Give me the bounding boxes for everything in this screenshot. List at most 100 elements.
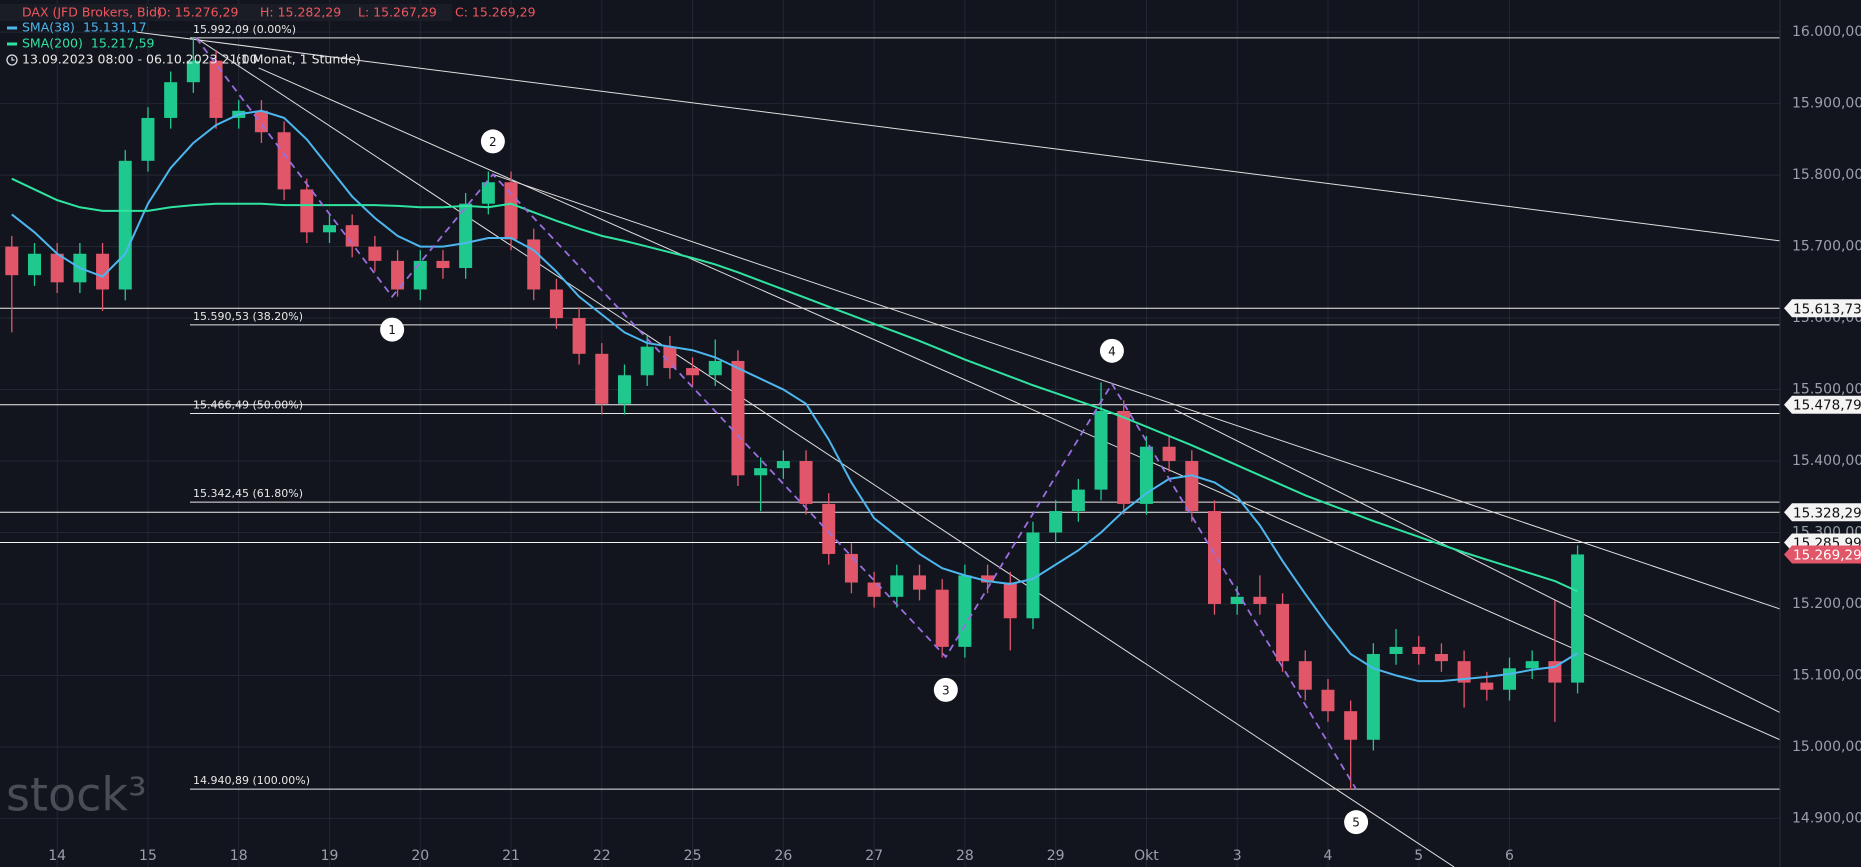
header-bg bbox=[0, 4, 452, 21]
candle-body bbox=[572, 318, 586, 354]
candle-body bbox=[1412, 646, 1426, 655]
candle-body bbox=[981, 575, 995, 583]
candle-body bbox=[1298, 661, 1312, 690]
candle-body bbox=[708, 360, 722, 376]
plot-area: 15.992,09 (0.00%)15.590,53 (38.20%)15.46… bbox=[0, 23, 1780, 867]
x-tick-label: Okt bbox=[1134, 848, 1159, 864]
price-marker-label: 15.478,79 bbox=[1793, 398, 1861, 414]
candle-body bbox=[1321, 689, 1335, 712]
candle-body bbox=[1503, 668, 1517, 690]
y-tick-label: 15.800,00 bbox=[1792, 167, 1861, 183]
x-tick-label: 18 bbox=[230, 848, 248, 864]
x-tick-label: 19 bbox=[321, 848, 339, 864]
candle-body bbox=[27, 253, 41, 276]
candle-body bbox=[1253, 596, 1267, 604]
wave-line bbox=[195, 37, 1357, 790]
candle-body bbox=[322, 225, 336, 233]
wave-label: 5 bbox=[1352, 816, 1360, 830]
price-marker-label: 15.613,73 bbox=[1793, 301, 1861, 317]
candle-body bbox=[1139, 446, 1153, 504]
y-tick-label: 16.000,00 bbox=[1792, 24, 1861, 40]
ohlc-high: H: 15.282,29 bbox=[260, 5, 341, 20]
candle-body bbox=[436, 260, 450, 269]
x-tick-label: 20 bbox=[411, 848, 429, 864]
wave-marker bbox=[380, 317, 405, 342]
candle-body bbox=[1344, 711, 1358, 740]
candle-body bbox=[1094, 410, 1108, 490]
candle-body bbox=[1276, 603, 1290, 662]
clock-icon bbox=[6, 54, 18, 66]
candle-body bbox=[617, 375, 631, 404]
candle-body bbox=[96, 253, 110, 290]
candle-body bbox=[822, 503, 836, 554]
candle-body bbox=[935, 589, 949, 647]
last-price-box bbox=[1784, 545, 1861, 564]
candle-body bbox=[1003, 582, 1017, 619]
candle-body bbox=[209, 60, 223, 118]
wave-label: 3 bbox=[942, 683, 950, 697]
trend-line bbox=[136, 31, 1780, 242]
candle-body bbox=[595, 353, 609, 404]
candle-body bbox=[640, 346, 654, 376]
header: DAX (JFD Brokers, Bid) O: 15.276,29 H: 1… bbox=[0, 4, 536, 67]
candle-body bbox=[1480, 682, 1494, 690]
candle-body bbox=[1208, 511, 1222, 604]
price-marker-label: 15.328,29 bbox=[1793, 505, 1861, 521]
candle-body bbox=[1185, 461, 1199, 512]
candle-body bbox=[844, 553, 858, 583]
watermark: stock³ bbox=[6, 768, 147, 822]
candle-body bbox=[1117, 410, 1131, 504]
candle-body bbox=[391, 260, 405, 290]
x-tick-label: 26 bbox=[774, 848, 792, 864]
candle-body bbox=[254, 110, 268, 133]
last-price-label: 15.269,29 bbox=[1793, 547, 1861, 563]
legend-value: 15.131,17 bbox=[83, 20, 147, 35]
y-tick-label: 15.400,00 bbox=[1792, 453, 1861, 469]
x-tick-label: 28 bbox=[956, 848, 974, 864]
ohlc-low: L: 15.267,29 bbox=[358, 5, 437, 20]
wave-marker bbox=[1099, 338, 1124, 363]
clock-hand bbox=[11, 57, 15, 61]
x-tick-label: 29 bbox=[1047, 848, 1065, 864]
candle-body bbox=[1162, 446, 1176, 462]
x-tick-label: 22 bbox=[593, 848, 611, 864]
candle-body bbox=[663, 346, 677, 369]
trend-line bbox=[258, 67, 1780, 741]
candle-body bbox=[754, 468, 768, 476]
candle-body bbox=[1230, 596, 1244, 604]
x-tick-label: 25 bbox=[684, 848, 702, 864]
fib-label: 14.940,89 (100.00%) bbox=[193, 774, 310, 787]
wave-label: 1 bbox=[388, 323, 396, 337]
wave-label: 4 bbox=[1108, 344, 1116, 358]
y-tick-label: 15.100,00 bbox=[1792, 667, 1861, 683]
price-marker-box bbox=[1784, 299, 1861, 318]
wave-marker bbox=[480, 129, 505, 154]
price-marker-box bbox=[1784, 503, 1861, 522]
candle-body bbox=[549, 289, 563, 319]
x-tick-label: 5 bbox=[1414, 848, 1423, 864]
candle-body bbox=[867, 582, 881, 597]
candle-body bbox=[277, 132, 291, 190]
price-marker-box bbox=[1784, 395, 1861, 414]
sma-line bbox=[11, 177, 1578, 593]
legend-value: 15.217,59 bbox=[91, 36, 155, 51]
candle-body bbox=[5, 246, 19, 276]
x-tick-label: 14 bbox=[48, 848, 66, 864]
candle-body bbox=[368, 246, 382, 261]
candle-body bbox=[413, 260, 427, 290]
candle-body bbox=[1389, 646, 1403, 655]
wave-label: 2 bbox=[489, 135, 497, 149]
legend-name: SMA(200) bbox=[22, 36, 83, 51]
candle-body bbox=[459, 203, 473, 269]
trend-line bbox=[492, 173, 1780, 610]
candle-body bbox=[141, 117, 155, 161]
candle-body bbox=[890, 575, 904, 597]
candle-body bbox=[799, 461, 813, 504]
legend-name: SMA(38) bbox=[22, 20, 75, 35]
y-tick-label: 15.500,00 bbox=[1792, 382, 1861, 398]
y-tick-label: 15.200,00 bbox=[1792, 596, 1861, 612]
fib-label: 15.342,45 (61.80%) bbox=[193, 487, 303, 500]
